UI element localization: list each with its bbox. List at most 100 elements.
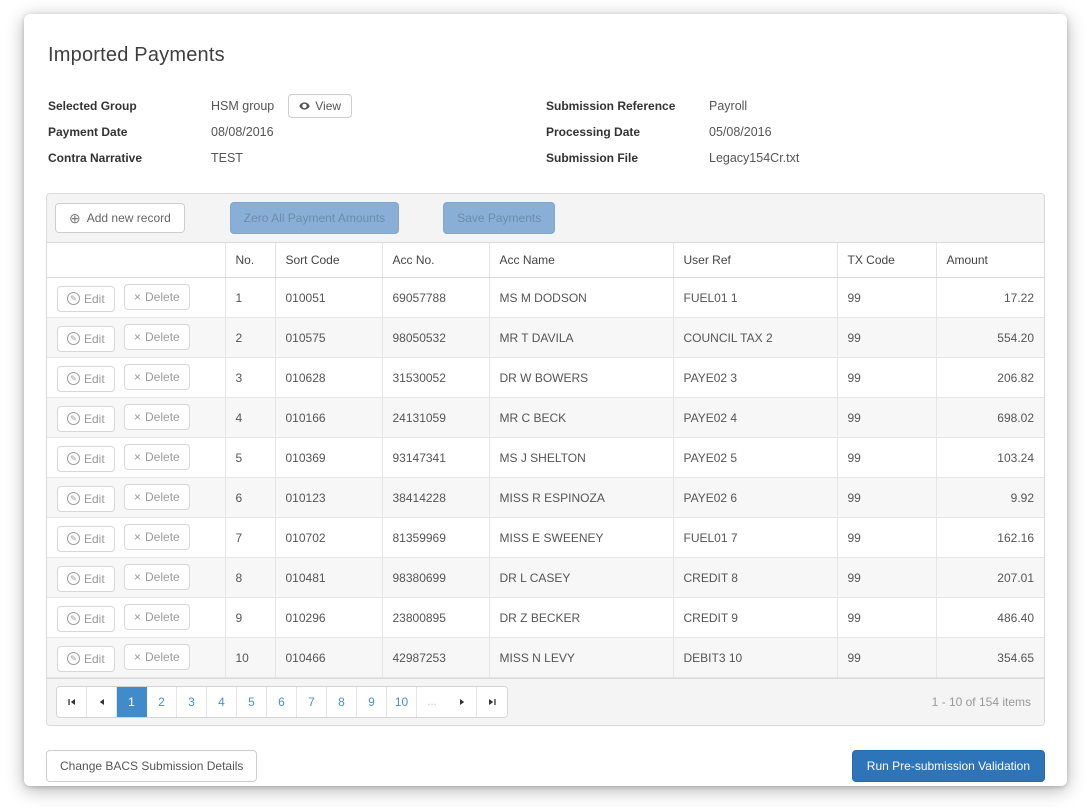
pager-page-6[interactable]: 6 bbox=[267, 687, 297, 717]
cell-acc_no: 24131059 bbox=[381, 397, 489, 438]
cell-acc_name: MS J SHELTON bbox=[488, 437, 673, 478]
save-payments-button[interactable]: Save Payments bbox=[443, 202, 556, 234]
table-row: ✎ Edit × Delete 6 010123 38414228 MISS R… bbox=[47, 477, 1044, 518]
delete-button[interactable]: × Delete bbox=[124, 363, 190, 390]
selected-group-label: Selected Group bbox=[48, 99, 137, 113]
info-row-selected-group: Selected Group HSM group View bbox=[48, 93, 546, 119]
pager-first-button[interactable] bbox=[57, 687, 87, 717]
pager-page-7[interactable]: 7 bbox=[297, 687, 327, 717]
cell-user_ref: PAYE02 5 bbox=[672, 437, 837, 478]
delete-button-label: Delete bbox=[145, 489, 180, 504]
edit-button[interactable]: ✎ Edit bbox=[57, 325, 115, 352]
delete-button-label: Delete bbox=[145, 449, 180, 464]
pager-page-9[interactable]: 9 bbox=[357, 687, 387, 717]
cell-sort_code: 010481 bbox=[274, 557, 382, 598]
contra-narrative-value: TEST bbox=[211, 151, 243, 165]
cell-acc_no: 38414228 bbox=[381, 477, 489, 518]
cell-user_ref: FUEL01 1 bbox=[672, 277, 837, 318]
zero-all-payment-amounts-button[interactable]: Zero All Payment Amounts bbox=[229, 202, 400, 234]
cell-acc_name: DR L CASEY bbox=[488, 557, 673, 598]
delete-button[interactable]: × Delete bbox=[124, 443, 190, 470]
delete-button-label: Delete bbox=[145, 569, 180, 584]
view-button-label: View bbox=[315, 99, 342, 113]
payment-date-value: 08/08/2016 bbox=[211, 125, 274, 139]
delete-button[interactable]: × Delete bbox=[124, 323, 190, 350]
payment-date-label: Payment Date bbox=[48, 125, 128, 139]
column-tx-code: TX Code bbox=[836, 243, 936, 278]
delete-button-label: Delete bbox=[145, 329, 180, 344]
pencil-circle-icon: ✎ bbox=[67, 292, 80, 305]
cell-acc_name: MS M DODSON bbox=[488, 277, 673, 318]
cell-acc_name: MISS R ESPINOZA bbox=[488, 477, 673, 518]
x-icon: × bbox=[134, 649, 142, 664]
delete-button[interactable]: × Delete bbox=[124, 523, 190, 550]
column-acc-name: Acc Name bbox=[488, 243, 673, 278]
pager-next-button[interactable] bbox=[447, 687, 477, 717]
column-sort-code: Sort Code bbox=[274, 243, 382, 278]
pager-page-5[interactable]: 5 bbox=[237, 687, 267, 717]
pager-prev-button[interactable] bbox=[87, 687, 117, 717]
delete-button[interactable]: × Delete bbox=[124, 403, 190, 430]
edit-button[interactable]: ✎ Edit bbox=[57, 525, 115, 552]
change-bacs-submission-details-button[interactable]: Change BACS Submission Details bbox=[46, 750, 258, 782]
table-row: ✎ Edit × Delete 1 010051 69057788 MS M D… bbox=[47, 277, 1044, 318]
plus-circle-icon: ⊕ bbox=[69, 210, 81, 226]
column-user-ref: User Ref bbox=[672, 243, 837, 278]
view-group-button[interactable]: View bbox=[288, 94, 353, 118]
pager-page-2[interactable]: 2 bbox=[147, 687, 177, 717]
delete-button[interactable]: × Delete bbox=[124, 563, 190, 590]
delete-button-label: Delete bbox=[145, 529, 180, 544]
pager-page-10[interactable]: 10 bbox=[387, 687, 417, 717]
delete-button-label: Delete bbox=[145, 649, 180, 664]
edit-button[interactable]: ✎ Edit bbox=[57, 565, 115, 592]
cell-user_ref: PAYE02 3 bbox=[672, 357, 837, 398]
cell-tx_code: 99 bbox=[836, 357, 936, 398]
edit-button-label: Edit bbox=[84, 491, 105, 506]
edit-button[interactable]: ✎ Edit bbox=[57, 605, 115, 632]
delete-button[interactable]: × Delete bbox=[124, 483, 190, 510]
pager-ellipsis[interactable]: ... bbox=[417, 687, 447, 717]
info-left-column: Selected Group HSM group View Payment Da… bbox=[48, 93, 546, 171]
edit-button[interactable]: ✎ Edit bbox=[57, 485, 115, 512]
cell-acc_no: 23800895 bbox=[381, 597, 489, 638]
cell-tx_code: 99 bbox=[836, 557, 936, 598]
pager-page-8[interactable]: 8 bbox=[327, 687, 357, 717]
edit-button[interactable]: ✎ Edit bbox=[57, 645, 115, 672]
cell-no: 10 bbox=[224, 637, 275, 678]
grid-body: ✎ Edit × Delete 1 010051 69057788 MS M D… bbox=[47, 277, 1044, 678]
info-right-column: Submission Reference Payroll Processing … bbox=[546, 93, 1043, 171]
pager-last-button[interactable] bbox=[477, 687, 507, 717]
edit-button-label: Edit bbox=[84, 291, 105, 306]
cell-acc_name: MISS E SWEENEY bbox=[488, 517, 673, 558]
delete-button[interactable]: × Delete bbox=[124, 603, 190, 630]
cell-commands: ✎ Edit × Delete bbox=[47, 277, 225, 318]
delete-button[interactable]: × Delete bbox=[124, 283, 190, 310]
table-row: ✎ Edit × Delete 4 010166 24131059 MR C B… bbox=[47, 397, 1044, 438]
edit-button[interactable]: ✎ Edit bbox=[57, 445, 115, 472]
add-new-record-label: Add new record bbox=[86, 211, 171, 225]
table-row: ✎ Edit × Delete 8 010481 98380699 DR L C… bbox=[47, 557, 1044, 598]
add-new-record-button[interactable]: ⊕ Add new record bbox=[55, 203, 185, 233]
table-header-row: No. Sort Code Acc No. Acc Name User Ref … bbox=[47, 243, 1044, 278]
first-page-icon bbox=[68, 699, 75, 705]
pager-page-4[interactable]: 4 bbox=[207, 687, 237, 717]
cell-tx_code: 99 bbox=[836, 597, 936, 638]
cell-acc_name: DR W BOWERS bbox=[488, 357, 673, 398]
cell-user_ref: DEBIT3 10 bbox=[672, 637, 837, 678]
cell-no: 6 bbox=[224, 477, 275, 518]
submission-file-label: Submission File bbox=[546, 151, 639, 165]
pager-page-3[interactable]: 3 bbox=[177, 687, 207, 717]
cell-amount: 103.24 bbox=[935, 437, 1044, 478]
cell-commands: ✎ Edit × Delete bbox=[47, 437, 225, 478]
run-pre-submission-validation-button[interactable]: Run Pre-submission Validation bbox=[851, 750, 1045, 782]
processing-date-value: 05/08/2016 bbox=[709, 125, 772, 139]
edit-button[interactable]: ✎ Edit bbox=[57, 365, 115, 392]
processing-date-label: Processing Date bbox=[546, 125, 641, 139]
edit-button[interactable]: ✎ Edit bbox=[57, 405, 115, 432]
edit-button[interactable]: ✎ Edit bbox=[57, 285, 115, 312]
pager-page-1[interactable]: 1 bbox=[117, 687, 147, 717]
cell-acc_no: 69057788 bbox=[381, 277, 489, 318]
column-commands bbox=[47, 243, 225, 278]
delete-button[interactable]: × Delete bbox=[124, 643, 190, 670]
delete-button-label: Delete bbox=[145, 289, 180, 304]
